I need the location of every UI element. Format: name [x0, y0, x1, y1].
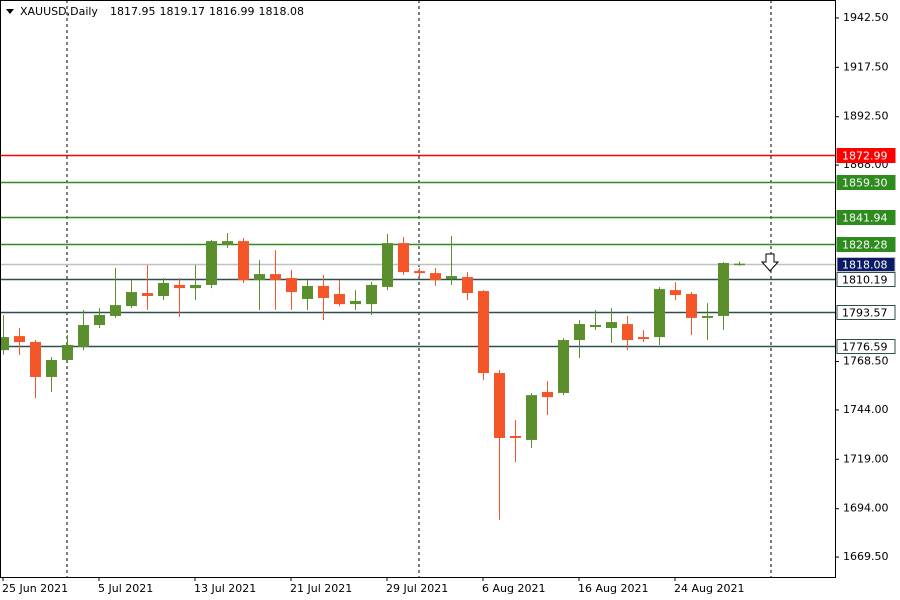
level-label: 1872.99: [842, 150, 888, 163]
x-tick-label: 16 Aug 2021: [578, 582, 648, 595]
x-tick-label: 29 Jul 2021: [386, 582, 448, 595]
level-label-box: [836, 148, 896, 163]
y-tick-label: 1744.00: [843, 403, 889, 416]
x-tick-label: 5 Jul 2021: [98, 582, 153, 595]
level-label-box: [836, 237, 896, 252]
x-tick-label: 25 Jun 2021: [2, 582, 68, 595]
symbol: XAUUSD,Daily: [20, 5, 98, 18]
x-tick-label: 13 Jul 2021: [194, 582, 256, 595]
candle-body: [686, 294, 697, 318]
header-value: 1819.17: [159, 5, 205, 18]
candle-body: [526, 395, 537, 440]
y-tick-label: 1694.00: [843, 502, 889, 515]
candle-body: [190, 284, 201, 289]
candle-body: [206, 241, 217, 285]
candle-body: [222, 241, 233, 246]
candle-body: [158, 282, 169, 297]
candle-body: [654, 289, 665, 338]
candle-body: [334, 294, 345, 305]
y-tick-label: 1669.50: [843, 550, 889, 563]
candle-body: [126, 292, 137, 307]
candle-body: [286, 278, 297, 293]
candle-body: [558, 340, 569, 393]
candle-body: [46, 359, 57, 377]
candle-body: [318, 285, 329, 298]
candle-body: [622, 324, 633, 341]
candle-body: [574, 324, 585, 341]
candle-body: [462, 277, 473, 294]
candle-body: [14, 336, 25, 343]
candle-body: [382, 243, 393, 287]
candle-body: [110, 305, 121, 316]
x-tick-label: 21 Jul 2021: [290, 582, 352, 595]
level-label: 1859.30: [842, 177, 888, 190]
candle-body: [542, 391, 553, 398]
candle-body: [0, 337, 9, 351]
candle-body: [430, 273, 441, 281]
level-label-box: [836, 257, 896, 272]
candle-body: [350, 300, 361, 305]
candle-body: [478, 291, 489, 374]
candle-body: [30, 342, 41, 377]
y-tick-label: 1892.50: [843, 110, 889, 123]
candle-body: [446, 276, 457, 280]
y-tick-label: 1768.50: [843, 355, 889, 368]
candle-body: [270, 274, 281, 281]
candle-body: [238, 241, 249, 281]
y-tick-label: 1917.50: [843, 60, 889, 73]
candle-body: [62, 344, 73, 360]
candle-body: [590, 325, 601, 328]
x-tick-label: 24 Aug 2021: [674, 582, 744, 595]
candle-body: [606, 322, 617, 328]
header-value: 1816.99: [209, 5, 255, 18]
level-label: 1793.57: [842, 307, 888, 320]
level-label: 1818.08: [842, 259, 888, 272]
chart-header: XAUUSD,Daily 1817.95 1819.17 1816.99 1818.08: [20, 5, 304, 18]
level-label-box: [836, 175, 896, 190]
candle-body: [174, 284, 185, 289]
candle-body: [510, 436, 521, 438]
header-value: 1817.95: [110, 5, 156, 18]
candle-body: [734, 263, 745, 266]
candle-body: [414, 271, 425, 274]
candle-body: [366, 284, 377, 305]
candle-body: [142, 293, 153, 297]
x-tick-label: 6 Aug 2021: [482, 582, 545, 595]
plot-area: [0, 154, 835, 521]
candle-body: [638, 337, 649, 340]
level-label: 1776.59: [842, 341, 888, 354]
level-label-box: [836, 305, 896, 320]
level-label-box: [836, 339, 896, 354]
arrow-marker: [760, 253, 780, 272]
level-label: 1810.19: [842, 274, 888, 287]
y-tick-label: 1942.50: [843, 11, 889, 24]
candle-body: [702, 315, 713, 318]
candle-body: [398, 243, 409, 273]
level-label-box: [836, 272, 896, 287]
menu-triangle: [6, 9, 14, 14]
candle-body: [94, 314, 105, 326]
candle-body: [718, 263, 729, 316]
candle-body: [670, 290, 681, 296]
level-label: 1828.28: [842, 239, 888, 252]
candle-body: [254, 274, 265, 281]
plot-frame: [0, 0, 836, 578]
level-label-box: [836, 210, 896, 225]
header-value: 1818.08: [258, 5, 304, 18]
y-tick-label: 1719.00: [843, 452, 889, 465]
level-label: 1841.94: [842, 212, 888, 225]
candle-body: [78, 325, 89, 347]
candle-body: [494, 373, 505, 438]
candle-body: [302, 285, 313, 299]
